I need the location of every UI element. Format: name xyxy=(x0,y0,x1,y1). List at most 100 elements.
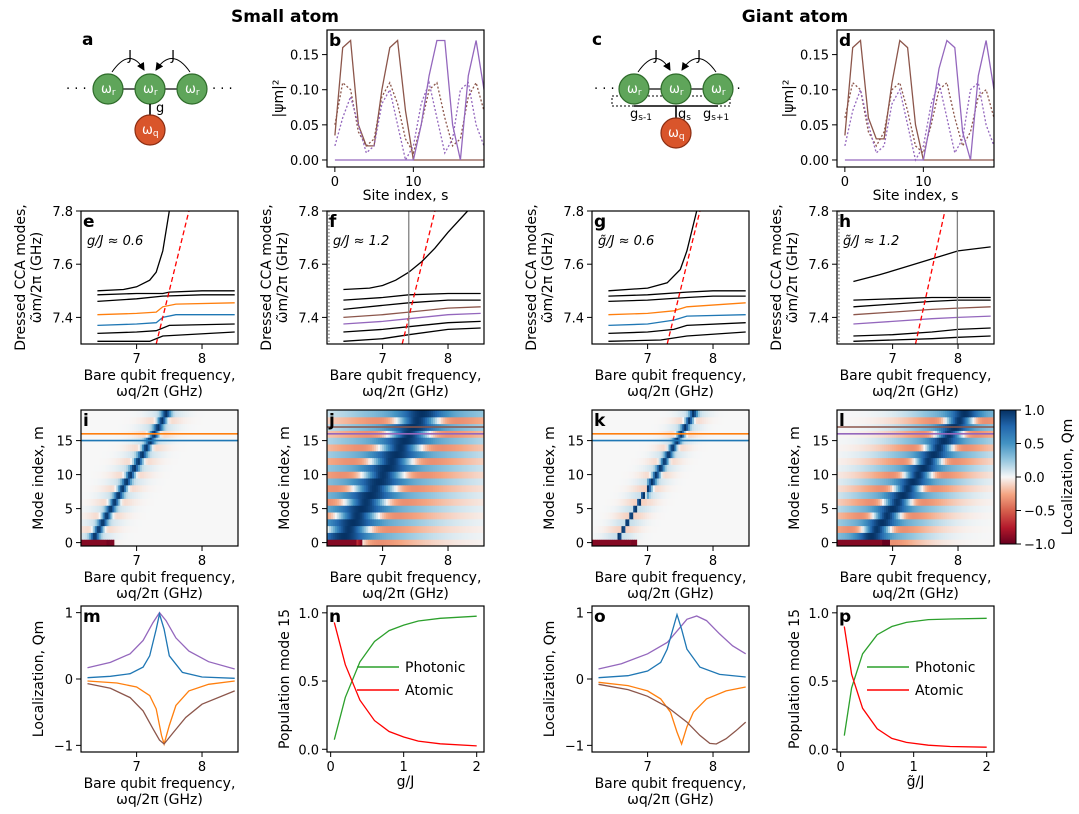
heatmap-cell xyxy=(701,444,705,452)
y-tick-label: 7.4 xyxy=(808,311,829,326)
heatmap-cell xyxy=(228,498,231,506)
heatmap-cell xyxy=(220,505,223,513)
heatmap-cell xyxy=(328,532,332,540)
heatmap-cell xyxy=(605,505,609,513)
heatmap-cell xyxy=(188,498,192,506)
heatmap-cell xyxy=(703,464,707,472)
heatmap-cell xyxy=(122,416,125,425)
heatmap-cell xyxy=(446,478,450,486)
heatmap-cell xyxy=(216,484,219,493)
heatmap-cell xyxy=(130,532,133,540)
heatmap-cell xyxy=(159,416,162,425)
heatmap-cell xyxy=(725,416,728,425)
heatmap-cell xyxy=(153,444,157,452)
heatmap-cell xyxy=(633,505,636,513)
heatmap-cell xyxy=(397,450,401,459)
panel-label-h: h xyxy=(839,212,851,232)
heatmap-cell xyxy=(670,471,673,479)
heatmap-cell xyxy=(81,478,84,486)
heatmap-cell xyxy=(224,444,227,452)
heatmap-cell xyxy=(432,498,436,506)
heatmap-cell xyxy=(697,512,701,520)
heatmap-cell xyxy=(745,471,748,479)
heatmap-cell xyxy=(733,416,736,425)
heatmap-cell xyxy=(179,416,182,425)
y-tick-label: 5 xyxy=(65,503,73,518)
heatmap-cell xyxy=(360,416,363,425)
y-axis-label-line1: Dressed CCA modes, xyxy=(13,204,29,350)
heatmap-cell xyxy=(94,498,98,506)
heatmap-cell xyxy=(432,478,436,486)
heatmap-cell xyxy=(169,532,172,540)
heatmap-cell xyxy=(607,423,611,431)
heatmap-cell xyxy=(106,484,109,493)
heatmap-cell xyxy=(617,416,620,425)
heatmap-cell xyxy=(92,518,96,527)
heatmap-cell xyxy=(364,437,367,445)
heatmap-cell xyxy=(157,505,160,513)
heatmap-cell xyxy=(403,518,406,527)
heatmap-cell xyxy=(401,450,405,459)
heatmap-cell xyxy=(185,423,188,431)
heatmap-cell xyxy=(686,491,689,499)
heatmap-cell xyxy=(641,444,644,452)
heatmap-cell xyxy=(141,471,145,479)
heatmap-cell xyxy=(672,410,675,418)
heatmap-cell xyxy=(676,457,679,465)
heatmap-cell xyxy=(84,444,88,452)
heatmap-cell xyxy=(145,491,149,499)
heatmap-cell xyxy=(613,464,617,472)
heatmap-cell xyxy=(186,498,190,506)
heatmap-cell xyxy=(629,416,632,425)
heatmap-cell xyxy=(198,444,202,452)
heatmap-cell xyxy=(705,478,709,486)
heatmap-cell xyxy=(450,416,454,425)
heatmap-cell xyxy=(713,457,717,465)
heatmap-cell xyxy=(603,464,607,472)
heatmap-cell xyxy=(378,532,381,540)
heatmap-cell xyxy=(427,416,430,425)
heatmap-cell xyxy=(81,410,84,418)
heatmap-cell xyxy=(194,464,198,472)
heatmap-cell xyxy=(234,410,237,418)
heatmap-cell xyxy=(372,484,375,493)
heatmap-cell xyxy=(425,498,428,506)
heatmap-cell xyxy=(364,505,367,513)
heatmap-cell xyxy=(615,532,619,540)
heatmap-cell xyxy=(222,478,225,486)
heatmap-cell xyxy=(383,512,387,520)
heatmap-cell xyxy=(86,491,90,499)
heatmap-cell xyxy=(601,505,605,513)
heatmap-cell xyxy=(348,525,352,533)
heatmap-cell xyxy=(462,464,465,472)
heatmap-cell xyxy=(389,484,393,493)
heatmap-cell xyxy=(699,457,703,465)
heatmap-cell xyxy=(603,471,607,479)
heatmap-cell xyxy=(701,498,705,506)
heatmap-cell xyxy=(344,532,348,540)
heatmap-cell xyxy=(478,437,481,445)
heatmap-cell xyxy=(444,491,448,499)
y-tick-label: 15 xyxy=(56,435,73,450)
heatmap-cell xyxy=(434,444,438,452)
heatmap-cell xyxy=(362,491,365,499)
heatmap-cell xyxy=(723,505,726,513)
heatmap-cell xyxy=(699,444,703,452)
heatmap-cell xyxy=(328,457,332,465)
heatmap-cell xyxy=(88,539,92,546)
heatmap-cell xyxy=(705,444,709,452)
heatmap-cell xyxy=(342,539,346,546)
heatmap-cell xyxy=(644,518,648,527)
heatmap-cell xyxy=(448,478,452,486)
heatmap-cell xyxy=(462,512,465,520)
heatmap-cell xyxy=(713,416,717,425)
heatmap-cell xyxy=(478,410,481,418)
heatmap-cell xyxy=(112,484,115,493)
heatmap-cell xyxy=(155,450,159,459)
y-tick-label: 7.4 xyxy=(52,311,73,326)
heatmap-cell xyxy=(672,512,675,520)
heatmap-cell xyxy=(372,444,375,452)
x-tick-label: 8 xyxy=(444,554,452,569)
heatmap-cell xyxy=(208,525,212,533)
heatmap-cell xyxy=(660,525,664,533)
